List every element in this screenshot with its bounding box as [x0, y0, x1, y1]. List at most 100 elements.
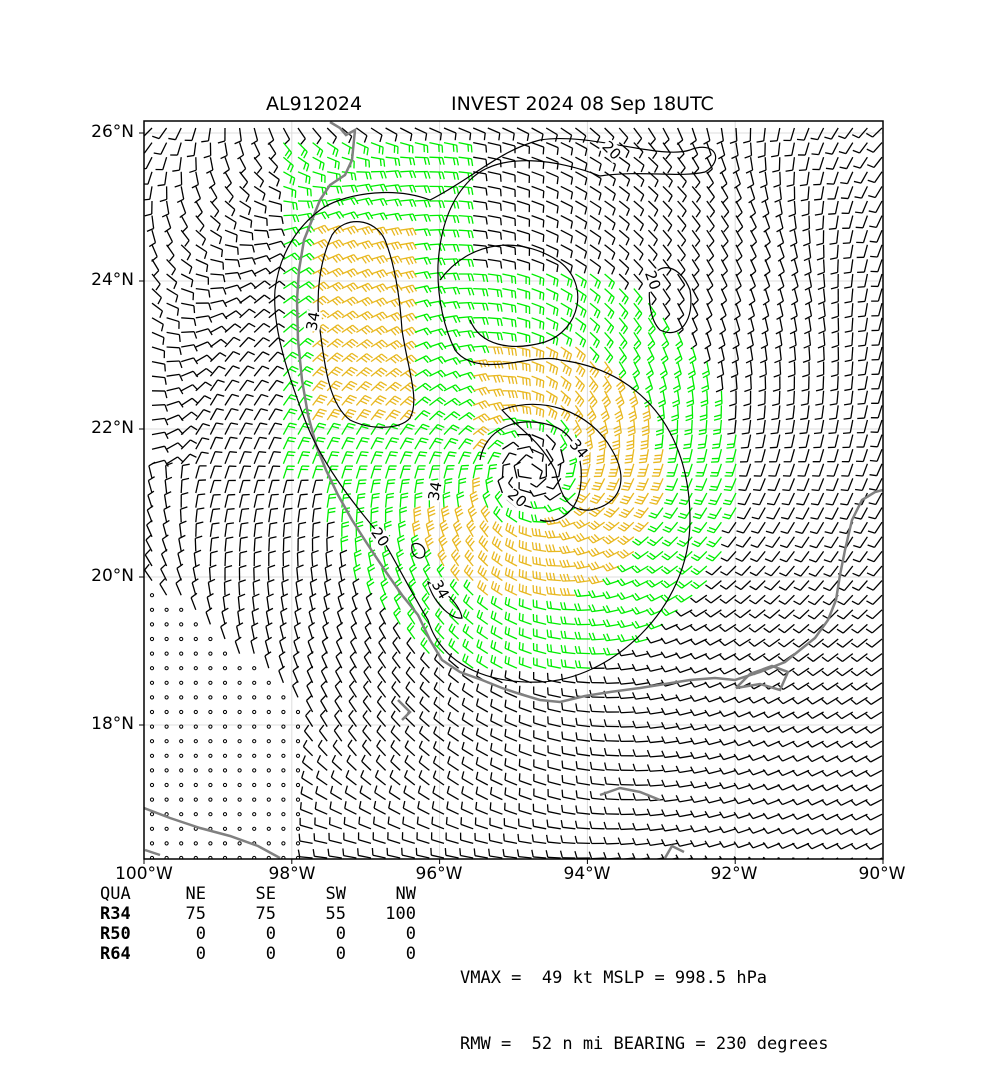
wind-barb: [678, 245, 686, 261]
wind-barb: [790, 216, 797, 232]
wind-barb: [335, 696, 342, 712]
wind-barb: [870, 464, 882, 476]
calm-dot: [209, 740, 212, 743]
calm-dot: [223, 667, 226, 670]
wind-barb: [763, 712, 780, 718]
wind-barb: [473, 478, 480, 493]
wind-barb: [148, 491, 154, 507]
wind-barb: [447, 801, 459, 814]
wind-barb: [298, 381, 313, 391]
calm-dot: [253, 783, 256, 786]
wind-barb: [675, 347, 682, 363]
wind-barb: [712, 435, 721, 449]
wind-barb: [691, 840, 707, 846]
wind-barb: [329, 833, 342, 843]
wind-barb: [196, 466, 207, 479]
wind-barb: [765, 537, 779, 548]
wind-barb: [391, 711, 400, 727]
calm-dot: [238, 710, 241, 713]
wind-barb: [867, 581, 882, 591]
wind-barb: [196, 508, 205, 522]
wind-barb: [506, 523, 517, 537]
wind-barb: [356, 227, 372, 235]
wind-barb: [225, 285, 241, 291]
wind-barb: [364, 666, 371, 682]
wind-barb: [840, 508, 853, 520]
calm-dot: [150, 813, 153, 816]
wind-barb: [196, 274, 209, 285]
wind-barb: [865, 829, 882, 835]
wind-barb: [167, 429, 184, 435]
wind-barb: [473, 401, 490, 409]
wind-barb: [605, 332, 614, 348]
wind-barb: [765, 245, 771, 262]
wind-barb: [731, 362, 738, 378]
wind-barb: [327, 339, 343, 348]
wind-barb: [269, 229, 285, 236]
calm-dot: [223, 696, 226, 699]
wind-barb: [181, 493, 188, 508]
wind-barb: [283, 452, 295, 464]
wind-barb: [400, 466, 411, 478]
wind-barb: [196, 329, 212, 335]
wind-barb: [400, 228, 416, 236]
wind-barb: [269, 437, 282, 449]
wind-barb: [720, 303, 726, 320]
wind-barb: [386, 171, 402, 178]
wind-barb: [206, 157, 212, 173]
wind-barb: [210, 259, 223, 269]
wind-barb: [268, 565, 275, 580]
wind-barb: [464, 565, 473, 581]
wind-barb: [152, 318, 163, 332]
wind-barb: [415, 383, 431, 391]
wind-barb: [822, 683, 838, 690]
wind-barb: [767, 493, 780, 505]
wind-barb: [866, 683, 882, 690]
wind-barb: [371, 184, 387, 191]
wind-barb: [473, 157, 487, 166]
wind-barb: [720, 753, 736, 759]
wind-barb: [225, 259, 240, 267]
wind-barb: [839, 143, 853, 154]
contour-label: 20: [504, 485, 530, 511]
wind-barb: [734, 668, 751, 674]
wind-barb: [749, 186, 755, 202]
wind-barb: [663, 186, 672, 202]
wind-barb: [519, 598, 531, 610]
wind-barb: [327, 297, 343, 306]
wind-barb: [502, 230, 515, 240]
wind-barb: [269, 241, 285, 247]
wind-barb: [253, 580, 260, 595]
wind-barb: [663, 508, 677, 519]
wind-barb: [546, 376, 557, 390]
calm-dot: [165, 623, 168, 626]
wind-barb: [576, 747, 590, 756]
wind-barb: [661, 694, 677, 700]
wind-barb: [386, 213, 402, 220]
wind-barb: [619, 734, 634, 741]
wind-barb: [830, 245, 838, 259]
wind-barb: [783, 128, 794, 140]
wind-barb: [720, 639, 736, 646]
wind-barb: [546, 544, 561, 551]
wind-barb: [254, 309, 270, 318]
wind-barb: [677, 537, 692, 547]
wind-barb: [196, 216, 204, 232]
wind-barb: [648, 779, 663, 786]
wind-barb: [505, 582, 517, 595]
calm-dot: [267, 827, 270, 830]
wind-barb: [373, 832, 385, 843]
wind-barb: [692, 274, 699, 290]
wind-barb: [792, 799, 809, 805]
wind-barb: [778, 727, 795, 733]
wind-barb: [532, 186, 544, 198]
wind-barb: [791, 303, 797, 319]
wind-barb: [210, 216, 220, 231]
wind-barb: [152, 376, 166, 385]
wind-barb: [167, 332, 181, 342]
wind-barb: [778, 784, 795, 790]
table-cell: 0: [206, 944, 276, 964]
wind-barb: [459, 302, 474, 309]
wind-barb: [254, 268, 271, 274]
wind-barb: [855, 201, 867, 213]
